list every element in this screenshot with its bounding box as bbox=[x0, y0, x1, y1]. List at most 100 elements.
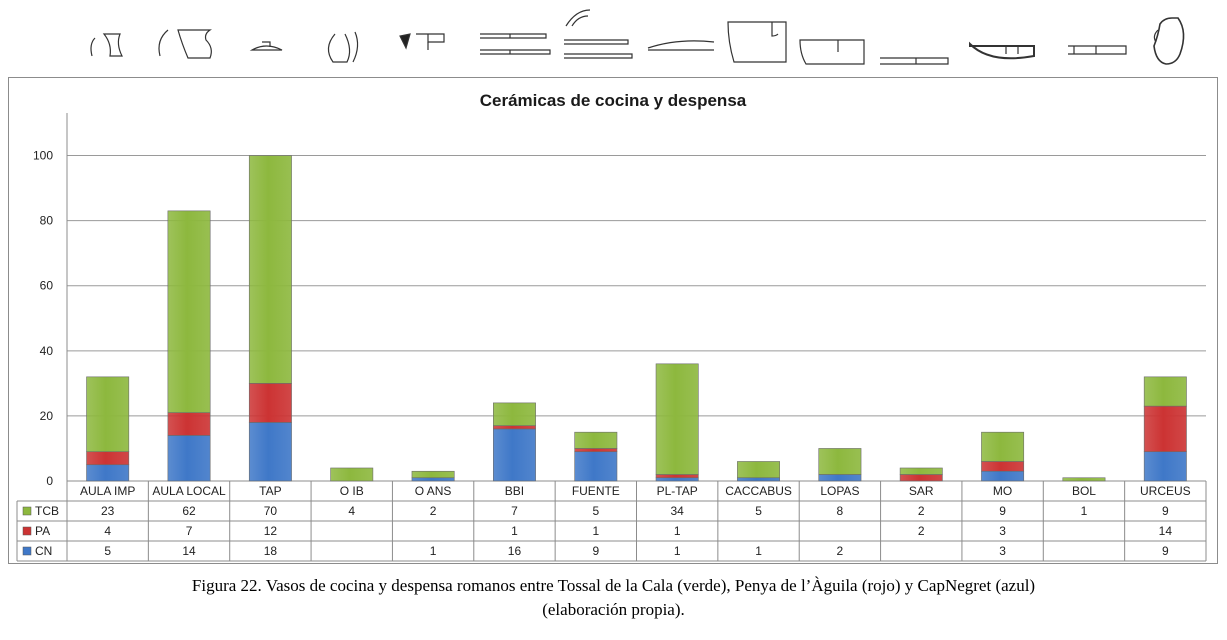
table-value: 3 bbox=[999, 544, 1006, 558]
table-value: 5 bbox=[104, 544, 111, 558]
table-value: 9 bbox=[592, 544, 599, 558]
figure-caption: Figura 22. Vasos de cocina y despensa ro… bbox=[0, 574, 1227, 622]
table-value: 9 bbox=[1162, 544, 1169, 558]
table-value: 5 bbox=[755, 504, 762, 518]
y-tick-label: 80 bbox=[40, 214, 54, 228]
bar-segment-cn bbox=[818, 474, 862, 482]
table-value: 7 bbox=[511, 504, 518, 518]
table-value: 23 bbox=[101, 504, 115, 518]
bar-segment-tcb bbox=[1143, 376, 1187, 407]
bol-bowl-icon bbox=[1068, 45, 1127, 55]
category-label: AULA IMP bbox=[80, 484, 135, 498]
bar-segment-pa bbox=[655, 474, 699, 479]
bar-segment-cn bbox=[411, 477, 455, 482]
mortarium-bowl-icon bbox=[969, 41, 1035, 60]
bar-segment-tcb bbox=[899, 467, 943, 475]
table-value: 9 bbox=[1162, 504, 1169, 518]
table-value: 1 bbox=[674, 544, 681, 558]
bar-segment-tcb bbox=[86, 376, 130, 453]
table-value: 2 bbox=[918, 504, 925, 518]
bars bbox=[86, 155, 1187, 482]
bbi-plate-icon bbox=[480, 33, 551, 55]
aula-local-vessel-icon bbox=[158, 29, 212, 59]
table-value: 1 bbox=[755, 544, 762, 558]
table-value: 18 bbox=[264, 544, 278, 558]
table-value: 9 bbox=[999, 504, 1006, 518]
y-axis-ticks: 0 20 40 60 80 100 bbox=[33, 149, 53, 488]
bar-segment-cn bbox=[1143, 451, 1187, 482]
table-value: 14 bbox=[1159, 524, 1173, 538]
bar-segment-cn bbox=[86, 464, 130, 482]
bar-segment-tcb bbox=[167, 210, 211, 413]
tap-lid-icon bbox=[249, 41, 283, 51]
bar-segment-tcb bbox=[981, 431, 1025, 462]
table-value: 12 bbox=[264, 524, 278, 538]
category-label: FUENTE bbox=[572, 484, 620, 498]
table-value: 1 bbox=[511, 524, 518, 538]
legend-label: PA bbox=[35, 524, 50, 538]
category-label: LOPAS bbox=[820, 484, 859, 498]
table-value: 7 bbox=[186, 524, 193, 538]
category-label: SAR bbox=[909, 484, 934, 498]
category-label: PL-TAP bbox=[657, 484, 698, 498]
bar-segment-pa bbox=[167, 412, 211, 436]
table-value: 34 bbox=[670, 504, 684, 518]
bar-segment-pa bbox=[86, 451, 130, 466]
category-label: MO bbox=[993, 484, 1012, 498]
data-table: AULA IMP AULA LOCAL TAP O IB O ANS BBI FUENTE P… bbox=[16, 481, 1207, 562]
bar-segment-tcb bbox=[574, 431, 618, 449]
bar-segment-tcb bbox=[493, 402, 536, 426]
bar-segment-pa bbox=[248, 383, 292, 423]
bar-segment-cn bbox=[981, 470, 1025, 482]
bar-segment-cn bbox=[574, 451, 618, 482]
bar-segment-tcb bbox=[330, 467, 374, 482]
gridlines bbox=[66, 113, 1206, 482]
caption-line-1: Figura 22. Vasos de cocina y despensa ro… bbox=[191, 576, 1036, 595]
category-label: AULA LOCAL bbox=[152, 484, 226, 498]
table-value: 1 bbox=[674, 524, 681, 538]
table-value: 2 bbox=[837, 544, 844, 558]
legend-key-pa bbox=[22, 526, 32, 536]
table-value: 16 bbox=[508, 544, 522, 558]
fuente-dish-icon bbox=[564, 9, 633, 59]
y-tick-label: 0 bbox=[46, 474, 53, 488]
category-label: URCEUS bbox=[1140, 484, 1191, 498]
table-value: 4 bbox=[104, 524, 111, 538]
lopas-pot-icon bbox=[799, 39, 865, 65]
bar-segment-cn bbox=[655, 477, 699, 482]
category-label: BOL bbox=[1072, 484, 1096, 498]
bar-segment-tcb bbox=[818, 448, 862, 475]
category-label: O IB bbox=[340, 484, 364, 498]
legend-key-cn bbox=[22, 546, 32, 556]
table-value: 1 bbox=[1081, 504, 1088, 518]
stacked-bar-chart: Cerámicas de cocina y despensa 020406080… bbox=[16, 91, 1207, 562]
vessel-icons-strip bbox=[90, 9, 1185, 65]
legend-label: CN bbox=[35, 544, 52, 558]
bar-segment-pa bbox=[899, 474, 943, 482]
table-value: 1 bbox=[430, 544, 437, 558]
table-value: 3 bbox=[999, 524, 1006, 538]
bar-segment-cn bbox=[493, 428, 536, 482]
caccabus-pot-icon bbox=[727, 21, 787, 63]
y-tick-label: 40 bbox=[40, 344, 54, 358]
chart-title: Cerámicas de cocina y despensa bbox=[480, 91, 747, 110]
olla-iberica-vessel-icon bbox=[327, 31, 359, 63]
chart-frame: Cerámicas de cocina y despensa 0 20 40 60 80… bbox=[8, 77, 1218, 564]
table-value: 2 bbox=[430, 504, 437, 518]
table-value: 8 bbox=[837, 504, 844, 518]
y-tick-label: 60 bbox=[40, 279, 54, 293]
bar-segment-pa bbox=[493, 425, 536, 430]
bar-segment-cn bbox=[167, 435, 211, 482]
caption-line-2: (elaboración propia). bbox=[542, 600, 685, 619]
table-value: 14 bbox=[182, 544, 196, 558]
table-value: 2 bbox=[918, 524, 925, 538]
olla-ansada-vessel-icon bbox=[399, 33, 445, 50]
y-tick-label: 20 bbox=[40, 409, 54, 423]
bar-segment-tcb bbox=[248, 155, 292, 384]
table-value: 70 bbox=[264, 504, 278, 518]
table-value: 4 bbox=[348, 504, 355, 518]
table-value: 5 bbox=[592, 504, 599, 518]
y-tick-label: 100 bbox=[33, 149, 53, 163]
legend-label: TCB bbox=[35, 504, 59, 518]
